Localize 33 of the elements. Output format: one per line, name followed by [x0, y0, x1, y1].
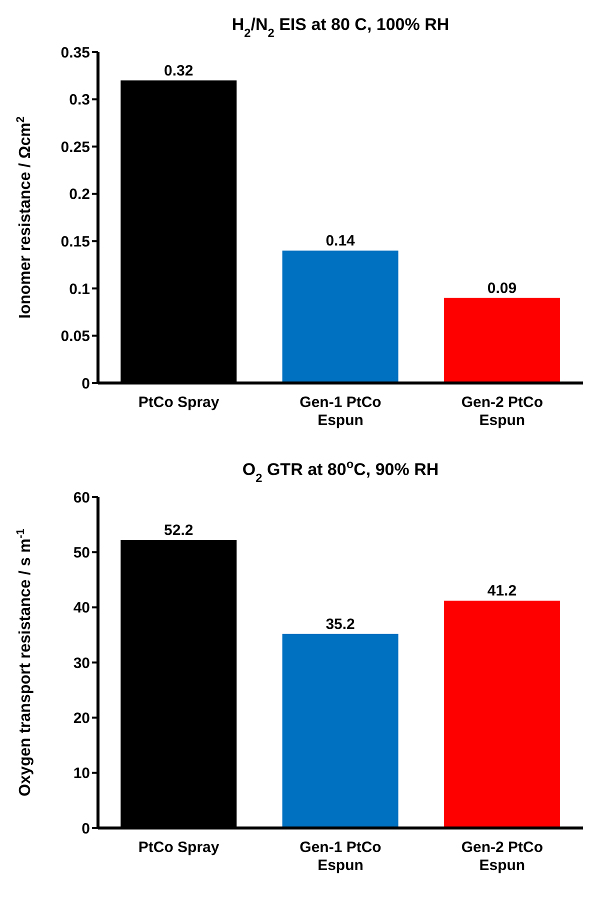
y-tick-label: 60: [73, 489, 90, 506]
data-label: 0.32: [164, 62, 194, 80]
chart-title: O$_{2}$ GTR at 80$^{o}$C, 90% RH: [242, 457, 439, 485]
y-tick-label: 0.25: [60, 138, 90, 156]
y-tick-label: 0.35: [60, 44, 90, 62]
data-label: 0.14: [326, 232, 356, 250]
y-tick-label: 20: [73, 710, 90, 727]
bar: [282, 634, 398, 828]
bar: [282, 250, 398, 383]
y-tick-label: 0.05: [60, 328, 90, 346]
x-tick-label: PtCo Spray: [138, 394, 220, 411]
y-tick-label: 0.1: [69, 280, 90, 298]
x-tick-label: Gen-1 PtCo Espun: [300, 839, 382, 874]
x-tick-label: Gen-1 PtCo Espun: [300, 394, 382, 429]
y-tick-label: 0: [82, 375, 90, 392]
y-tick-label: 0: [82, 820, 90, 838]
data-label: 52.2: [164, 522, 194, 540]
y-tick-label: 0.2: [69, 186, 90, 204]
data-label: 35.2: [326, 616, 355, 633]
x-tick-label: Gen-2 PtCo Espun: [461, 839, 544, 874]
y-tick-label: 0.3: [69, 92, 90, 109]
x-tick-label: PtCo Spray: [138, 839, 220, 856]
y-tick-label: 30: [73, 654, 90, 672]
data-label: 0.09: [487, 280, 517, 297]
y-tick-label: 0.15: [60, 233, 90, 250]
data-label: 41.2: [487, 582, 517, 600]
y-tick-label: 40: [73, 600, 90, 617]
y-tick-label: 10: [73, 765, 90, 782]
x-tick-label: Gen-2 PtCo Espun: [461, 394, 544, 429]
y-tick-label: 50: [73, 544, 90, 562]
bar: [444, 600, 560, 828]
chart-title: H$_{2}$/N$_{2}$ EIS at 80 C, 100% RH: [232, 15, 450, 40]
bar: [444, 298, 560, 383]
